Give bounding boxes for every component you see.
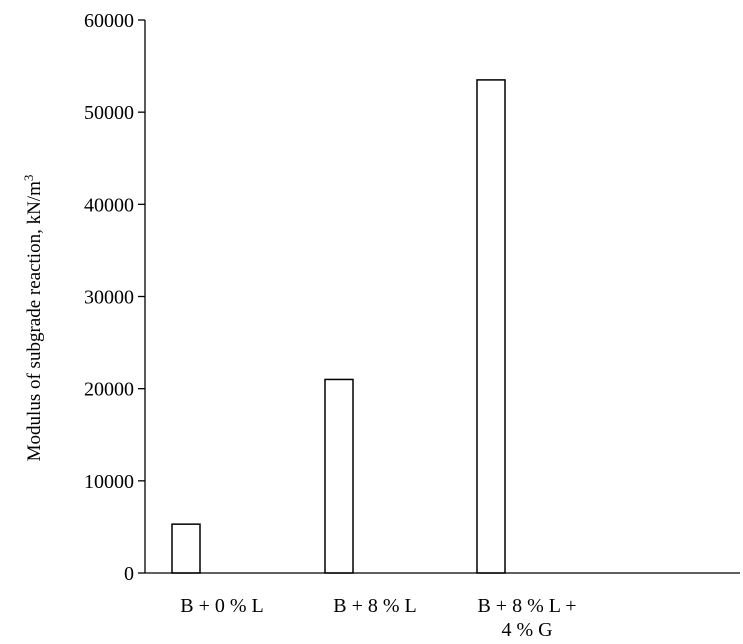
y-tick-label: 20000 <box>84 379 134 401</box>
x-axis: B + 0 % L B + 8 % L B + 8 % L +4 % G <box>145 572 740 641</box>
y-tick-label: 60000 <box>84 10 134 32</box>
y-tick-label: 40000 <box>84 194 134 216</box>
x-category-label: B + 8 % L <box>333 595 417 617</box>
x-category-label: 4 % G <box>501 619 552 641</box>
bar <box>324 378 354 574</box>
y-tick-label: 0 <box>124 563 134 585</box>
y-axis: 0 10000 20000 30000 40000 50000 60000 <box>84 10 146 585</box>
y-tick-label: 10000 <box>84 471 134 493</box>
y-axis-label-text: Modulus of subgrade reaction, kN/m <box>24 181 45 461</box>
y-tick-label: 50000 <box>84 102 134 124</box>
x-category-label: B + 0 % L <box>180 595 264 617</box>
bars <box>171 79 506 574</box>
y-axis-label: Modulus of subgrade reaction, kN/m3 <box>21 175 46 462</box>
bar <box>171 523 201 574</box>
bar <box>476 79 506 574</box>
y-axis-label-superscript: 3 <box>21 175 36 182</box>
y-tick-label: 30000 <box>84 287 134 309</box>
x-category-label: B + 8 % L + <box>477 595 576 617</box>
